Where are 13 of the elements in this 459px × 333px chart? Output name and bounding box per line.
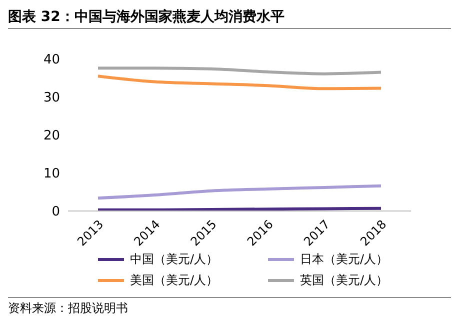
y-tick-label: 30 [43,90,60,106]
line-series [96,184,382,200]
text: 资料来源：招股说明书 [8,300,451,317]
legend-label: 英国（美元/人） [300,272,388,289]
legend-label: 日本（美元/人） [300,251,388,268]
y-tick-label: 0 [52,204,60,220]
y-tick-label: 10 [43,166,60,182]
legend-label: 中国（美元/人） [130,251,218,268]
y-tick-label: 20 [43,128,60,144]
legend-label: 美国（美元/人） [130,272,218,289]
y-tick-label: 40 [43,52,60,68]
chart-title: 图表 32：中国与海外国家燕麦人均消费水平 [8,8,451,29]
line-series [96,74,382,90]
